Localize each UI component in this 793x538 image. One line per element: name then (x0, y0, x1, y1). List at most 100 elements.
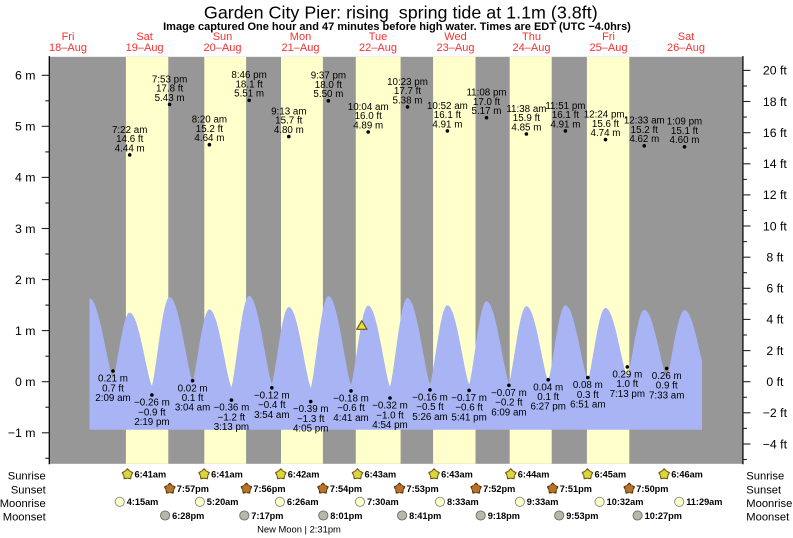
svg-text:5.43 m: 5.43 m (155, 93, 185, 104)
svg-text:4.91 m: 4.91 m (432, 119, 462, 130)
svg-text:5:26 am: 5:26 am (412, 412, 447, 423)
svg-text:6:43am: 6:43am (441, 470, 473, 480)
svg-text:18–Aug: 18–Aug (49, 42, 87, 54)
svg-text:2 m: 2 m (15, 273, 36, 287)
svg-text:6 m: 6 m (15, 69, 36, 83)
svg-text:New Moon | 2:31pm: New Moon | 2:31pm (257, 523, 341, 534)
svg-text:−0.07 m: −0.07 m (491, 388, 527, 399)
svg-text:4.85 m: 4.85 m (511, 122, 541, 133)
svg-text:18.1 ft: 18.1 ft (235, 80, 263, 91)
svg-text:6:27 pm: 6:27 pm (530, 402, 565, 413)
svg-text:−0.39 m: −0.39 m (293, 404, 329, 415)
svg-text:20 ft: 20 ft (763, 64, 788, 78)
svg-text:9:18pm: 9:18pm (488, 511, 520, 521)
svg-text:11:38 am: 11:38 am (506, 104, 546, 115)
svg-text:6:41am: 6:41am (211, 470, 243, 480)
svg-text:7:57pm: 7:57pm (177, 484, 209, 494)
svg-text:15.1 ft: 15.1 ft (671, 126, 699, 137)
svg-text:10:32am: 10:32am (607, 497, 644, 507)
svg-text:−1.3 ft: −1.3 ft (297, 414, 325, 425)
svg-text:−0.2 ft: −0.2 ft (495, 398, 523, 409)
svg-text:7:56pm: 7:56pm (253, 484, 285, 494)
svg-text:4.62 m: 4.62 m (629, 134, 659, 145)
svg-text:17.0 ft: 17.0 ft (473, 97, 501, 108)
svg-text:Wed: Wed (444, 31, 466, 43)
svg-text:Moonset: Moonset (3, 512, 47, 524)
svg-text:15.2 ft: 15.2 ft (196, 124, 224, 135)
svg-text:7:17pm: 7:17pm (251, 511, 283, 521)
svg-text:21–Aug: 21–Aug (282, 42, 320, 54)
svg-text:0.3 ft: 0.3 ft (577, 390, 599, 401)
svg-text:5:20am: 5:20am (207, 497, 239, 507)
svg-text:5.38 m: 5.38 m (393, 95, 423, 106)
svg-text:8:20 am: 8:20 am (192, 115, 227, 126)
svg-text:Image captured One hour and 47: Image captured One hour and 47 minutes b… (163, 21, 631, 33)
svg-text:6:44am: 6:44am (518, 470, 550, 480)
svg-text:17.8 ft: 17.8 ft (156, 84, 184, 95)
svg-text:4.91 m: 4.91 m (550, 119, 580, 130)
svg-text:26–Aug: 26–Aug (667, 42, 705, 54)
svg-text:8:46 pm: 8:46 pm (231, 70, 266, 81)
svg-text:Sun: Sun (213, 31, 233, 43)
svg-text:7:22 am: 7:22 am (112, 125, 147, 136)
svg-text:4.44 m: 4.44 m (115, 143, 145, 154)
svg-text:0.26 m: 0.26 m (652, 371, 682, 382)
svg-text:Moonrise: Moonrise (0, 498, 46, 510)
svg-text:−4 ft: −4 ft (763, 437, 788, 451)
svg-text:2 ft: 2 ft (766, 344, 784, 358)
svg-text:6 ft: 6 ft (766, 282, 784, 296)
svg-text:9:53pm: 9:53pm (566, 511, 598, 521)
svg-text:15.7 ft: 15.7 ft (275, 116, 303, 127)
svg-text:−0.32 m: −0.32 m (372, 401, 408, 412)
svg-text:−0.4 ft: −0.4 ft (258, 400, 286, 411)
svg-text:14 ft: 14 ft (763, 157, 788, 171)
svg-text:Sunset: Sunset (746, 485, 782, 497)
svg-text:7:52pm: 7:52pm (483, 484, 515, 494)
svg-text:1 m: 1 m (15, 324, 36, 338)
svg-text:Mon: Mon (290, 31, 311, 43)
svg-text:4:05 pm: 4:05 pm (293, 424, 328, 435)
svg-text:Sat: Sat (678, 31, 695, 43)
svg-text:22–Aug: 22–Aug (359, 42, 397, 54)
svg-text:4.64 m: 4.64 m (194, 133, 224, 144)
svg-text:0.08 m: 0.08 m (573, 380, 603, 391)
svg-text:7:54pm: 7:54pm (330, 484, 362, 494)
svg-text:1.0 ft: 1.0 ft (616, 379, 638, 390)
svg-text:Sunrise: Sunrise (8, 470, 46, 482)
svg-text:−0.17 m: −0.17 m (451, 393, 487, 404)
svg-text:4.80 m: 4.80 m (274, 125, 304, 136)
svg-text:14.6 ft: 14.6 ft (116, 134, 144, 145)
svg-text:0.7 ft: 0.7 ft (102, 383, 124, 394)
svg-text:−0.9 ft: −0.9 ft (138, 407, 166, 418)
svg-text:6:43am: 6:43am (365, 470, 397, 480)
svg-text:3 m: 3 m (15, 222, 36, 236)
svg-text:4:54 pm: 4:54 pm (372, 420, 407, 431)
svg-text:4.60 m: 4.60 m (670, 135, 700, 146)
svg-text:−0.6 ft: −0.6 ft (337, 403, 365, 414)
svg-text:−0.12 m: −0.12 m (254, 390, 290, 401)
svg-text:4.89 m: 4.89 m (353, 120, 383, 131)
svg-text:−0.5 ft: −0.5 ft (416, 402, 444, 413)
svg-text:6:26am: 6:26am (287, 497, 319, 507)
svg-text:2:19 pm: 2:19 pm (134, 417, 169, 428)
svg-text:12:24 pm,: 12:24 pm, (584, 110, 628, 121)
svg-text:6:51 am: 6:51 am (570, 400, 605, 411)
svg-text:Tue: Tue (369, 31, 388, 43)
svg-text:25–Aug: 25–Aug (590, 42, 628, 54)
svg-text:5:41 pm: 5:41 pm (451, 412, 486, 423)
svg-text:5.51 m: 5.51 m (234, 89, 264, 100)
svg-text:6:41am: 6:41am (135, 470, 167, 480)
svg-text:6:45am: 6:45am (595, 470, 627, 480)
svg-text:6:09 am: 6:09 am (491, 407, 526, 418)
svg-text:0.1 ft: 0.1 ft (537, 392, 559, 403)
svg-text:7:51pm: 7:51pm (560, 484, 592, 494)
svg-text:−0.16 m: −0.16 m (412, 393, 448, 404)
svg-text:1:09 pm: 1:09 pm (667, 117, 702, 128)
svg-text:16 ft: 16 ft (763, 126, 788, 140)
svg-text:12:33 am: 12:33 am (624, 116, 665, 127)
svg-text:7:53 pm: 7:53 pm (152, 74, 187, 85)
svg-text:Thu: Thu (522, 31, 541, 43)
svg-text:19–Aug: 19–Aug (126, 42, 164, 54)
svg-text:5.17 m: 5.17 m (472, 106, 502, 117)
svg-text:−0.18 m: −0.18 m (333, 394, 369, 405)
